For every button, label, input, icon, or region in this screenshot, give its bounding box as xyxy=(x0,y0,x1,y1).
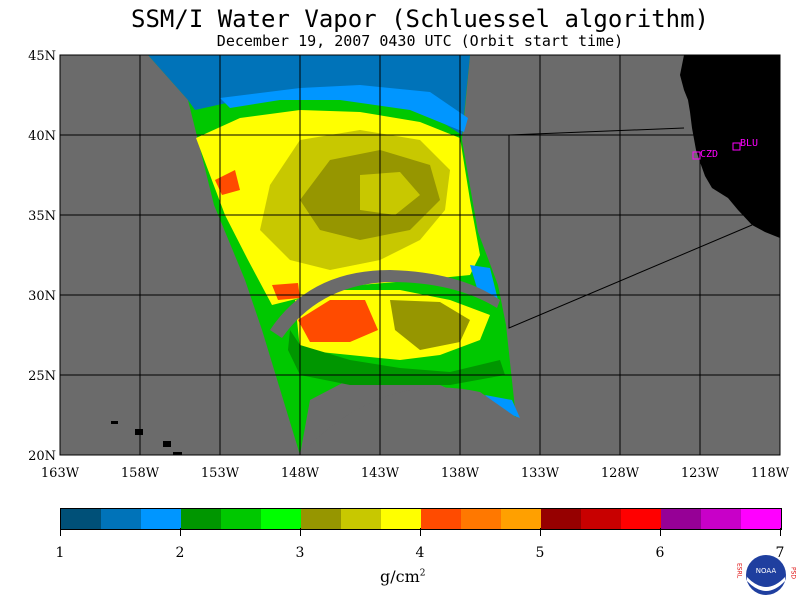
colorbar-tick-label: 5 xyxy=(535,545,545,561)
station-blu: BLU xyxy=(732,138,758,151)
colorbar-tick-mark xyxy=(420,528,421,536)
longitude-label: 143W xyxy=(361,466,400,481)
colorbar-tick-mark xyxy=(780,528,781,536)
colorbar-segment xyxy=(181,509,221,529)
colorbar-segment xyxy=(261,509,301,529)
psd-letters: PSD xyxy=(790,567,797,579)
latitude-label: 35N xyxy=(28,209,56,224)
longitude-label: 138W xyxy=(441,466,480,481)
colorbar-segment xyxy=(381,509,421,529)
longitude-labels: 163W 158W 153W 148W 143W 138W 133W 128W 123W 118W xyxy=(41,466,790,481)
longitude-label: 118W xyxy=(751,466,790,481)
colorbar-segment xyxy=(221,509,261,529)
noaa-logo-text: NOAA xyxy=(756,567,777,575)
colorbar-tick-label: 2 xyxy=(175,545,185,561)
north-america-coastline xyxy=(680,55,780,238)
colorbar-segment xyxy=(541,509,581,529)
colorbar-segment xyxy=(621,509,661,529)
colorbar-segment xyxy=(741,509,781,529)
satellite-swath xyxy=(148,55,520,455)
colorbar-tick-label: 3 xyxy=(295,545,305,561)
latitude-label: 25N xyxy=(28,369,56,384)
colorbar-tick-mark xyxy=(60,528,61,536)
longitude-label: 123W xyxy=(681,466,720,481)
map-gridlines xyxy=(60,55,780,455)
chart-title: SSM/I Water Vapor (Schluessel algorithm) xyxy=(131,5,709,33)
station-czd-label: CZD xyxy=(700,149,718,160)
map-frame xyxy=(59,54,781,456)
latitude-label: 45N xyxy=(28,49,56,64)
colorbar-tick-mark xyxy=(540,528,541,536)
longitude-label: 153W xyxy=(201,466,240,481)
chart-subtitle: December 19, 2007 0430 UTC (Orbit start … xyxy=(216,32,624,50)
station-czd-marker xyxy=(692,151,701,160)
esrl-letters: ESRL xyxy=(736,563,743,579)
region-boundary-lines xyxy=(508,127,753,329)
latitude-label: 20N xyxy=(28,449,56,464)
colorbar xyxy=(60,508,782,530)
colorbar-segment xyxy=(101,509,141,529)
latitude-label: 30N xyxy=(28,289,56,304)
longitude-label: 133W xyxy=(521,466,560,481)
unit-main: g/cm xyxy=(380,567,420,586)
station-blu-marker xyxy=(732,142,741,151)
colorbar-tick-mark xyxy=(660,528,661,536)
colorbar-tick-label: 1 xyxy=(55,545,65,561)
colorbar-segment xyxy=(581,509,621,529)
colorbar-segment xyxy=(501,509,541,529)
noaa-esrl-psd-logo: NOAA ESRL PSD xyxy=(736,555,797,595)
hawaii-islands xyxy=(111,421,182,455)
unit-superscript: 2 xyxy=(419,568,426,579)
colorbar-segment xyxy=(301,509,341,529)
colorbar-tick-label: 7 xyxy=(775,545,785,561)
colorbar-segment xyxy=(421,509,461,529)
unit-label: g/cm2 xyxy=(380,567,426,586)
station-czd: CZD xyxy=(692,149,718,160)
colorbar-segment xyxy=(141,509,181,529)
colorbar-segment xyxy=(341,509,381,529)
longitude-label: 158W xyxy=(121,466,160,481)
colorbar-segment xyxy=(661,509,701,529)
longitude-label: 163W xyxy=(41,466,80,481)
colorbar-tick-mark xyxy=(300,528,301,536)
colorbar-tick-label: 6 xyxy=(655,545,665,561)
latitude-label: 40N xyxy=(28,129,56,144)
colorbar-segment xyxy=(61,509,101,529)
colorbar-tick-mark xyxy=(180,528,181,536)
colorbar-segment xyxy=(461,509,501,529)
station-blu-label: BLU xyxy=(740,138,758,149)
latitude-labels: 45N 40N 35N 30N 25N 20N xyxy=(28,49,56,464)
longitude-label: 128W xyxy=(601,466,640,481)
colorbar-tick-label: 4 xyxy=(415,545,425,561)
longitude-label: 148W xyxy=(281,466,320,481)
colorbar-segment xyxy=(701,509,741,529)
